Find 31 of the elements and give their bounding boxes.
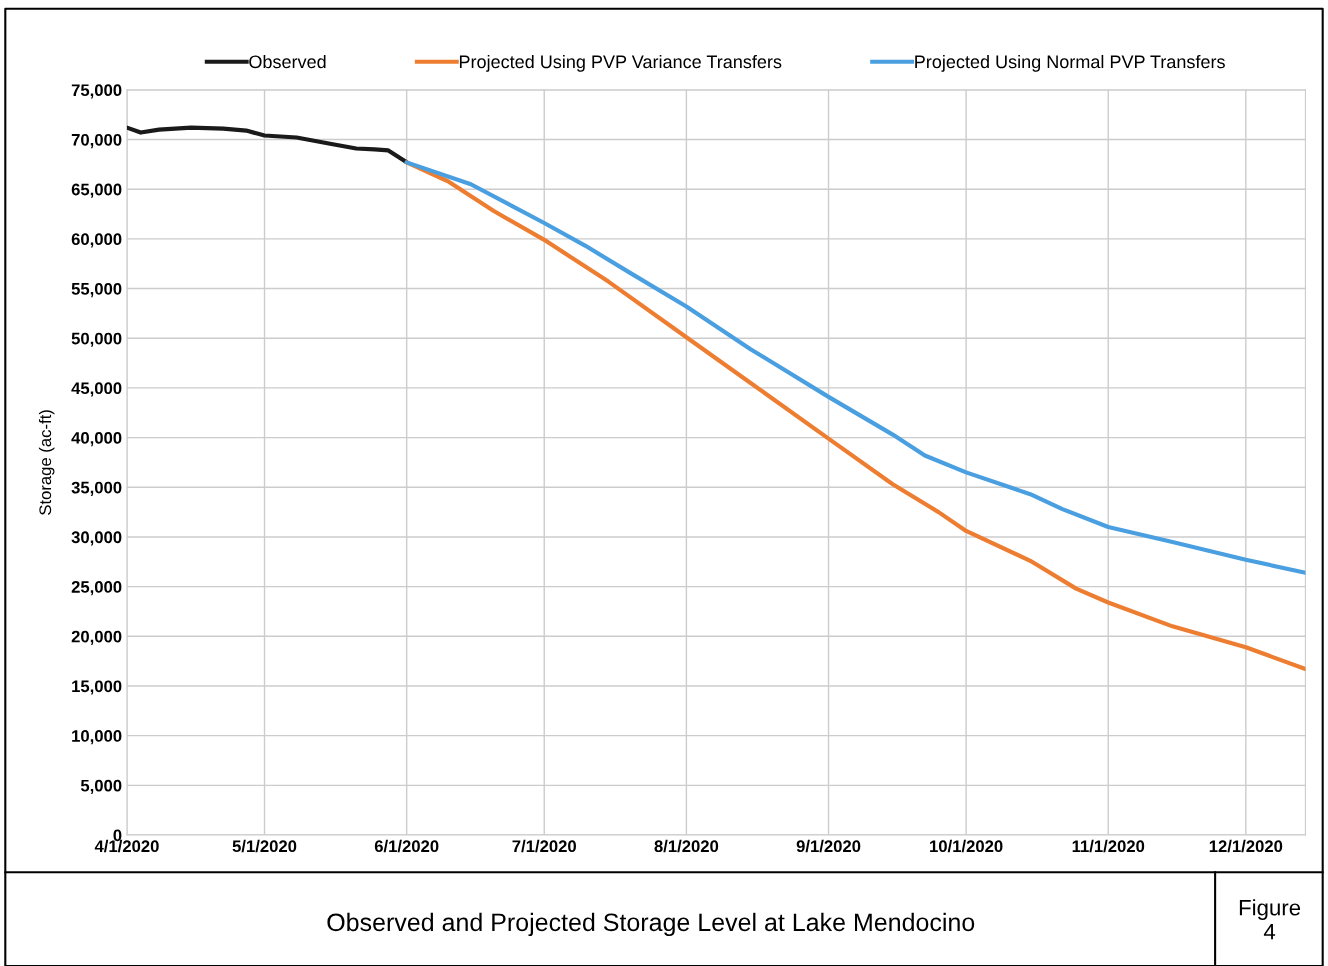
y-tick-label: 70,000 [71,133,122,149]
legend-label: Projected Using Normal PVP Transfers [915,54,1225,72]
y-tick-label: 35,000 [71,481,122,496]
line-series [404,160,1306,575]
y-tick-label: 10,000 [72,730,122,745]
y-tick-label: 75,000 [71,84,122,99]
y-tick-label: 20,000 [71,630,122,645]
y-tick-label: 15,000 [72,680,122,695]
y-tick-label: 65,000 [71,183,122,198]
y-tick-label: 25,000 [71,581,122,596]
y-tick-label: 40,000 [71,431,122,447]
y-tick-label: 50,000 [71,332,122,347]
x-tick-label: 5/1/2020 [232,839,297,853]
legend-label: Observed [249,54,326,69]
x-tick-label: 9/1/2020 [796,839,861,853]
x-tick-label: 11/1/2020 [1072,839,1145,853]
y-tick-label: 60,000 [71,233,122,248]
y-tick-label: 5,000 [80,779,122,794]
x-tick-label: 12/1/2020 [1209,839,1283,853]
y-tick-label: 55,000 [71,282,122,298]
x-tick-label: 10/1/2020 [930,839,1003,853]
x-tick-label: 7/1/2020 [512,839,576,853]
text: Observed and Projected Storage Level at Lake Mendocino [327,912,975,937]
legend-label: Projected Using PVP Variance Transfers [459,54,782,72]
y-tick-label: 45,000 [71,382,122,397]
x-tick-label: 8/1/2020 [654,839,719,853]
y-axis-title: Storage (ac-ft) [38,410,55,515]
y-tick-label: 30,000 [71,531,122,546]
caption: Figure 4 [1239,899,1301,940]
line-series [126,125,409,165]
x-tick-label: 6/1/2020 [374,839,439,853]
